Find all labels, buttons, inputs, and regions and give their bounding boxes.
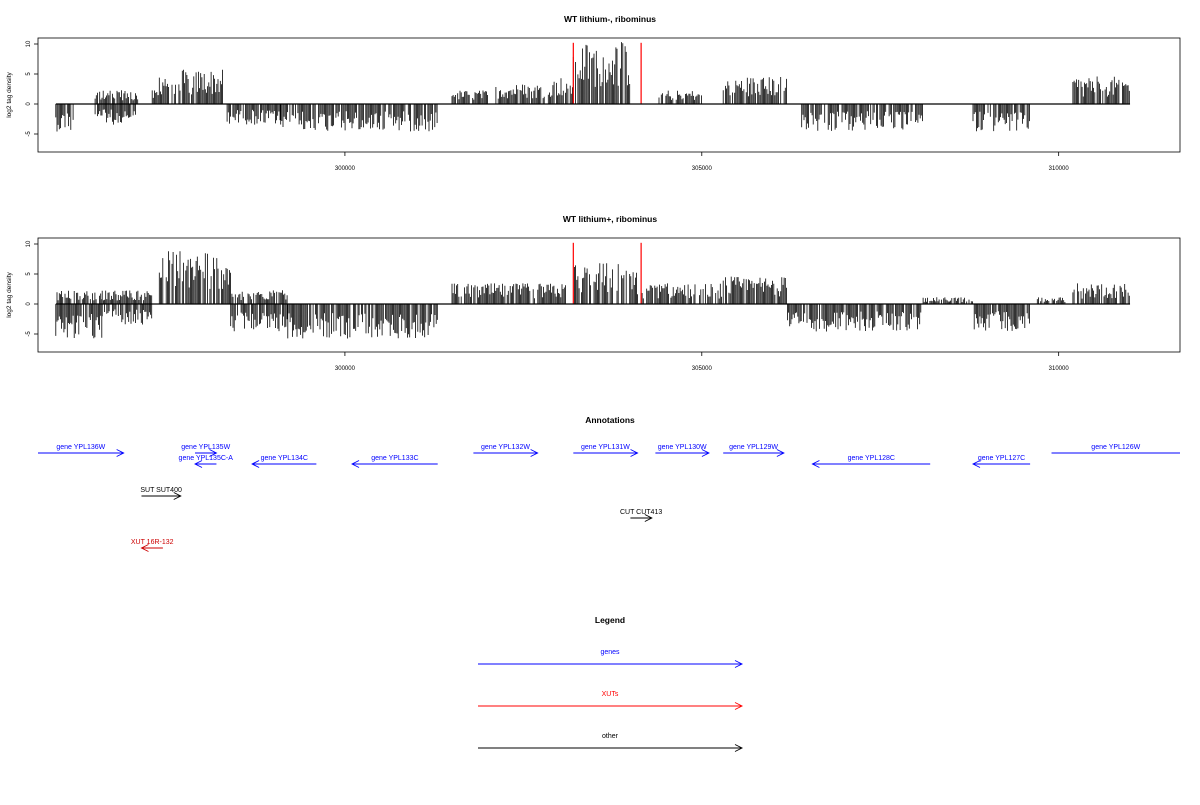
y-tick-label: 0 <box>26 302 32 306</box>
annotation-arrowhead <box>116 449 125 457</box>
annotation-label: gene YPL129W <box>729 444 778 451</box>
annotation-label: gene YPL134C <box>261 455 308 462</box>
annotation-label: gene YPL133C <box>371 455 418 462</box>
annotation-label: gene YPL128C <box>848 455 895 462</box>
annotation-feature: gene YPL130W <box>655 444 710 457</box>
annotation-arrowhead <box>701 449 710 457</box>
annotation-arrowhead <box>972 460 981 468</box>
x-tick-label: 310000 <box>1049 366 1070 372</box>
legend-title: Legend <box>595 615 625 625</box>
annotation-arrowhead <box>811 460 820 468</box>
legend-items: genes XUTs other <box>478 649 744 752</box>
track-1-y-axis: 10 5 0 -5 <box>26 40 38 137</box>
annotation-label: CUT CUT413 <box>620 509 662 516</box>
track-1-markers <box>572 42 642 104</box>
annotation-features: gene YPL136W gene YPL135W gene YPL135C-A ge… <box>38 444 1180 552</box>
annotation-feature: gene YPL133C <box>351 455 438 468</box>
y-tick-label: -5 <box>26 131 32 137</box>
legend: Legend genes XUTs other <box>478 615 744 752</box>
legend-item-arrowhead <box>734 660 744 668</box>
y-tick-label: 10 <box>26 40 32 47</box>
annotations-panel: Annotations gene YPL136W gene YPL135Wgene… <box>38 415 1180 552</box>
track-2-markers <box>572 242 642 304</box>
legend-item-arrowhead <box>734 744 744 752</box>
y-tick-label: 10 <box>26 240 32 247</box>
annotation-label: gene YPL132W <box>481 444 530 451</box>
annotation-label: gene YPL135C-A <box>179 455 234 462</box>
y-tick-label: 5 <box>26 72 32 76</box>
legend-item: genes <box>478 649 744 668</box>
track-1-title: WT lithium-, ribominus <box>564 14 656 24</box>
track-1-x-axis: 300000 305000 310000 <box>335 152 1069 172</box>
annotation-label: gene YPL126W <box>1091 444 1140 451</box>
annotation-arrowhead <box>776 449 785 457</box>
annotation-arrowhead <box>530 449 539 457</box>
annotation-feature: gene YPL135W <box>181 444 231 457</box>
track-2-plot-frame <box>37 237 1181 353</box>
legend-item-label: genes <box>600 649 620 656</box>
annotation-feature: gene YPL134C <box>251 455 317 468</box>
annotation-arrowhead <box>194 460 203 468</box>
legend-item: other <box>478 733 744 752</box>
track-2-y-axis: 10 5 0 -5 <box>26 240 38 337</box>
track-1-y-axis-label: log2 tag density <box>6 71 13 117</box>
annotation-label: gene YPL127C <box>978 455 1025 462</box>
track-2-y-axis-label: log2 tag density <box>6 271 13 317</box>
annotation-feature: CUT CUT413 <box>620 509 662 522</box>
legend-item: XUTs <box>478 691 744 710</box>
annotation-feature: gene YPL129W <box>723 444 785 457</box>
track-lithium-minus: WT lithium-, ribominus log2 tag density … <box>6 14 1181 172</box>
annotation-feature: gene YPL132W <box>473 444 539 457</box>
annotation-label: gene YPL136W <box>56 444 105 451</box>
annotation-feature: gene YPL136W <box>38 444 125 457</box>
legend-item-arrowhead <box>734 702 744 710</box>
track-2-title: WT lithium+, ribominus <box>563 214 657 224</box>
annotation-feature: gene YPL135C-A <box>179 455 234 468</box>
annotation-arrowhead <box>209 449 218 457</box>
track-1-plot-frame <box>37 37 1181 153</box>
track-2-bars <box>55 251 1130 339</box>
annotation-label: gene YPL131W <box>581 444 630 451</box>
track-lithium-plus: WT lithium+, ribominus log2 tag density … <box>6 214 1181 372</box>
annotation-label: gene YPL135W <box>181 444 230 451</box>
annotation-label: gene YPL130W <box>658 444 707 451</box>
annotation-feature: gene YPL131W <box>573 444 639 457</box>
x-tick-label: 310000 <box>1049 166 1070 172</box>
x-tick-label: 305000 <box>692 166 713 172</box>
legend-item-label: XUTs <box>602 691 619 698</box>
annotation-feature: gene YPL128C <box>811 455 931 468</box>
density-bars <box>55 251 1130 339</box>
track-2-x-axis: 300000 305000 310000 <box>335 352 1069 372</box>
x-tick-label: 300000 <box>335 166 356 172</box>
annotation-arrowhead <box>630 449 639 457</box>
annotation-arrowhead <box>173 492 182 500</box>
x-tick-label: 300000 <box>335 366 356 372</box>
track-1-bars <box>55 42 1130 132</box>
density-bars <box>55 42 1130 132</box>
annotation-arrowhead <box>351 460 360 468</box>
annotations-title: Annotations <box>585 415 635 425</box>
annotation-label: SUT SUT400 <box>140 487 182 494</box>
annotation-arrowhead <box>644 514 653 522</box>
annotation-feature: XUT 16R-132 <box>131 539 174 552</box>
y-tick-label: -5 <box>26 331 32 337</box>
annotation-feature: gene YPL126W <box>1051 444 1180 454</box>
annotation-arrowhead <box>251 460 260 468</box>
legend-item-label: other <box>602 733 619 740</box>
annotation-feature: SUT SUT400 <box>140 487 182 500</box>
y-tick-label: 0 <box>26 102 32 106</box>
annotation-feature: gene YPL127C <box>972 455 1031 468</box>
x-tick-label: 305000 <box>692 366 713 372</box>
annotation-label: XUT 16R-132 <box>131 539 174 546</box>
y-tick-label: 5 <box>26 272 32 276</box>
annotation-arrowhead <box>140 544 149 552</box>
